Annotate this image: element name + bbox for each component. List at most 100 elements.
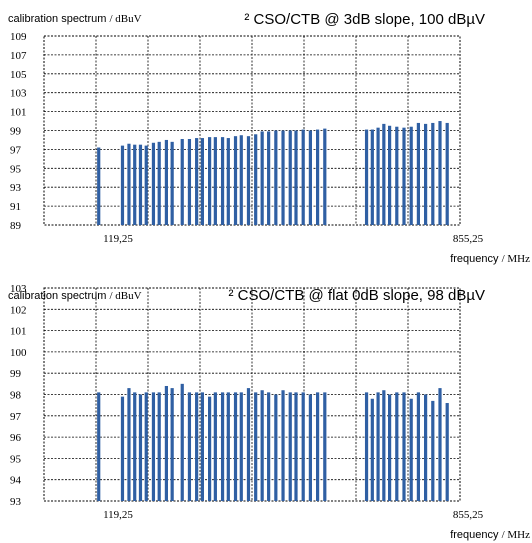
- bar: [294, 130, 298, 225]
- bar: [445, 122, 449, 225]
- bar: [376, 392, 380, 501]
- y-tick-label: 98: [10, 390, 22, 402]
- bar: [274, 130, 278, 225]
- bar: [254, 134, 258, 225]
- bar: [294, 392, 298, 501]
- x-axis-label-prefix: frequency: [450, 529, 501, 541]
- bar: [370, 398, 374, 501]
- y-tick-label: 99: [10, 368, 22, 380]
- chart-3db-slope: calibration spectrum / dBuV ² CSO/CTB @ 3…: [0, 0, 532, 268]
- bar: [438, 388, 442, 501]
- bar: [288, 392, 292, 501]
- bar: [170, 388, 174, 501]
- y-tick-label: 101: [10, 326, 27, 338]
- bar: [151, 392, 156, 501]
- bar: [164, 139, 168, 225]
- y-axis-label-unit: / dBuV: [110, 290, 142, 302]
- x-axis-label: frequency / MHz: [450, 253, 530, 265]
- y-axis-label-unit: / dBuV: [110, 13, 142, 25]
- bar: [416, 122, 420, 225]
- bar: [246, 388, 251, 501]
- bar: [151, 142, 156, 225]
- chart-title: ² CSO/CTB @ 3dB slope, 100 dBµV: [244, 11, 485, 28]
- bar: [144, 392, 148, 501]
- y-tick-label: 107: [10, 50, 27, 62]
- x-tick-label: 855,25: [453, 509, 484, 521]
- bar: [438, 121, 442, 225]
- bar: [308, 394, 312, 501]
- bar: [127, 143, 131, 225]
- y-tick-label: 105: [10, 69, 27, 81]
- bar: [316, 129, 320, 225]
- bar: [316, 392, 320, 501]
- bar: [424, 394, 428, 501]
- y-axis-label-prefix: calibration spectrum: [8, 13, 110, 25]
- bar: [370, 129, 374, 225]
- chart-title: ² CSO/CTB @ flat 0dB slope, 98 dBµV: [229, 287, 485, 304]
- bar: [157, 141, 161, 225]
- bar: [382, 390, 386, 501]
- y-tick-label: 109: [10, 31, 27, 43]
- y-axis-label: calibration spectrum / dBuV: [8, 290, 142, 302]
- bar: [170, 141, 174, 225]
- y-tick-label: 97: [10, 411, 22, 423]
- bar: [200, 138, 204, 225]
- bar: [431, 122, 435, 225]
- bar: [402, 392, 406, 501]
- bar: [180, 383, 184, 501]
- bar: [97, 147, 101, 225]
- y-tick-label: 91: [10, 201, 21, 213]
- bar: [239, 392, 243, 501]
- x-tick-label: 119,25: [103, 509, 133, 521]
- x-axis-label-unit: / MHz: [502, 253, 531, 265]
- y-tick-label: 95: [10, 453, 22, 465]
- bar: [246, 136, 251, 225]
- bar: [416, 392, 420, 501]
- chart-flat-slope: calibration spectrum / dBuV ² CSO/CTB @ f…: [0, 278, 532, 543]
- bar: [254, 392, 258, 501]
- bar: [200, 392, 204, 501]
- bar: [213, 392, 217, 501]
- bar: [395, 392, 399, 501]
- bar: [226, 138, 230, 225]
- bar: [388, 125, 392, 225]
- bar: [382, 123, 386, 225]
- bar: [180, 139, 184, 225]
- bar: [138, 394, 143, 501]
- bar: [281, 390, 285, 501]
- y-tick-label: 94: [10, 475, 22, 487]
- bar: [138, 144, 143, 225]
- bar: [376, 127, 380, 225]
- bar: [267, 392, 271, 501]
- bar: [226, 392, 230, 501]
- bar: [409, 126, 413, 225]
- bar: [395, 126, 399, 225]
- y-tick-label: 96: [10, 432, 22, 444]
- bar: [120, 396, 125, 501]
- bar: [133, 392, 137, 501]
- bar: [364, 129, 369, 225]
- bar: [267, 131, 271, 225]
- bar: [233, 392, 238, 501]
- bar: [308, 130, 312, 225]
- bar: [301, 392, 305, 501]
- y-tick-label: 93: [10, 496, 22, 508]
- bar: [220, 137, 225, 225]
- y-tick-label: 102: [10, 304, 27, 316]
- bar: [431, 400, 435, 501]
- y-tick-label: 103: [10, 88, 27, 100]
- bar: [120, 145, 125, 225]
- bar: [288, 130, 292, 225]
- y-axis-label: calibration spectrum / dBuV: [8, 13, 142, 25]
- bar: [220, 392, 225, 501]
- bar: [187, 139, 192, 225]
- bar: [97, 392, 101, 501]
- bar: [187, 392, 192, 501]
- chart-svg-flat-slope: calibration spectrum / dBuV ² CSO/CTB @ f…: [8, 283, 530, 541]
- bar: [409, 398, 413, 501]
- y-tick-label: 101: [10, 107, 27, 119]
- bar: [388, 394, 392, 501]
- y-axis-label-prefix: calibration spectrum: [8, 290, 110, 302]
- x-tick-label: 119,25: [103, 233, 133, 245]
- bar: [274, 394, 278, 501]
